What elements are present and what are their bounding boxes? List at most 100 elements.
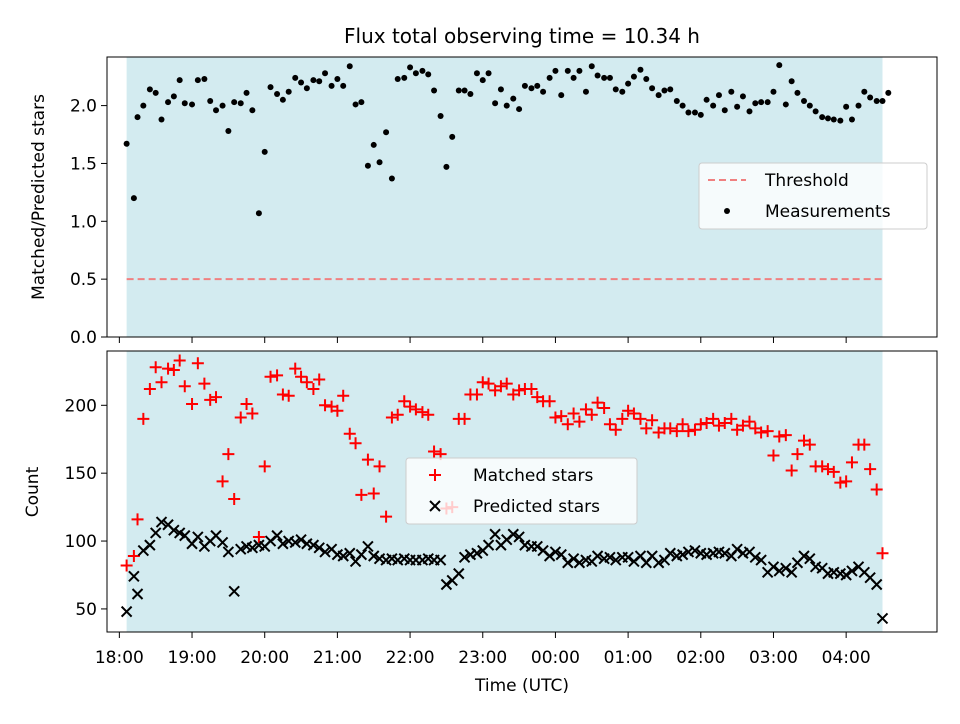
matched-star-point: [609, 423, 622, 436]
matched-star-point: [585, 408, 598, 421]
matched-star-point: [178, 380, 191, 393]
x-tick-label: 03:00: [749, 648, 798, 668]
matched-star-point: [640, 422, 653, 435]
measurement-point: [630, 73, 637, 80]
measurement-point: [181, 100, 188, 107]
matched-star-point: [186, 397, 199, 410]
predicted-star-point: [755, 554, 767, 566]
measurement-point: [292, 74, 299, 81]
top-panel: 0.00.51.01.52.0 Matched/Predicted stars …: [29, 56, 938, 348]
measurement-point: [243, 89, 250, 96]
matched-star-point: [428, 445, 441, 458]
predicted-star-point: [271, 529, 283, 542]
predicted-star-point: [573, 557, 586, 569]
matched-star-point: [500, 377, 513, 390]
measurement-point: [837, 117, 844, 124]
matched-star-point: [191, 357, 204, 370]
matched-star-point: [579, 403, 592, 416]
legend-predicted-swatch: [429, 500, 441, 512]
measurement-point: [412, 70, 419, 77]
measurement-point: [594, 72, 601, 79]
measurement-point: [130, 195, 137, 202]
measurement-point: [703, 96, 710, 103]
legend-threshold-label: Threshold: [764, 171, 849, 191]
measurement-point: [534, 82, 541, 89]
measurement-point: [649, 85, 656, 92]
matched-star-point: [349, 437, 362, 450]
matched-star-point: [603, 418, 616, 431]
bottom-y-tick-label: 150: [65, 464, 97, 484]
matched-star-point: [131, 513, 144, 526]
predicted-star-point: [622, 551, 634, 564]
predicted-star-point: [731, 543, 743, 555]
predicted-star-point: [870, 578, 883, 591]
x-tick-label: 01:00: [604, 648, 653, 668]
measurement-point: [485, 70, 492, 77]
matched-star-point: [385, 411, 398, 424]
measurement-point: [843, 103, 850, 110]
measurement-point: [879, 97, 886, 104]
matched-star-point: [676, 418, 689, 431]
measurement-point: [134, 114, 141, 121]
predicted-star-point: [531, 540, 543, 553]
measurement-point: [830, 116, 837, 123]
x-tick-label: 19:00: [168, 648, 217, 668]
measurement-point: [758, 99, 765, 106]
measurement-point: [691, 109, 698, 116]
measurement-point: [207, 97, 214, 104]
predicted-star-point: [362, 540, 374, 553]
measurement-point: [867, 94, 874, 101]
measurement-point: [334, 75, 341, 82]
matched-star-point: [167, 364, 180, 377]
measurement-point: [588, 63, 595, 70]
measurement-point: [824, 115, 831, 122]
measurement-point: [637, 66, 644, 73]
measurement-point: [782, 101, 789, 108]
measurement-point: [455, 87, 462, 94]
predicted-star-point: [489, 528, 501, 540]
chart-title: Flux total observing time = 10.34 h: [344, 24, 700, 48]
measurement-point: [770, 88, 777, 95]
matched-star-point: [149, 361, 162, 374]
matched-star-point: [373, 460, 386, 473]
measurement-point: [848, 116, 855, 123]
matched-star-point: [700, 416, 713, 429]
predicted-star-point: [471, 547, 483, 559]
x-tick-label: 23:00: [458, 648, 507, 668]
matched-star-point: [834, 476, 847, 489]
measurement-point: [443, 163, 450, 170]
measurement-point: [231, 99, 238, 106]
bottom-y-tick-label: 200: [65, 396, 97, 416]
measurement-point: [619, 88, 626, 95]
matched-star-point: [127, 549, 140, 562]
predicted-star-point: [313, 542, 325, 554]
matched-star-point: [513, 384, 526, 397]
measurement-point: [146, 86, 153, 93]
matched-star-point: [300, 376, 313, 389]
measurement-point: [194, 77, 201, 84]
matched-star-point: [252, 530, 265, 543]
measurement-point: [383, 129, 390, 136]
predicted-star-point: [780, 562, 792, 574]
predicted-star-point: [785, 566, 798, 578]
measurement-point: [752, 100, 759, 107]
measurement-point: [189, 101, 196, 108]
measurement-point: [564, 67, 571, 74]
matched-star-point: [137, 412, 150, 425]
matched-star-point: [271, 369, 284, 382]
matched-star-point: [840, 475, 853, 488]
predicted-star-point: [767, 561, 780, 573]
matched-star-point: [773, 430, 786, 443]
matched-star-point: [827, 465, 840, 478]
matched-star-point: [246, 407, 259, 420]
predicted-star-point: [689, 544, 701, 557]
predicted-star-point: [155, 516, 168, 528]
matched-star-point: [313, 373, 326, 386]
predicted-star-point: [804, 552, 816, 565]
measurement-point: [806, 102, 813, 109]
matched-star-point: [391, 408, 404, 421]
bottom-y-tick-label: 50: [75, 600, 97, 620]
measurement-point: [885, 89, 892, 96]
measurement-point: [552, 67, 559, 74]
matched-star-point: [864, 463, 877, 476]
